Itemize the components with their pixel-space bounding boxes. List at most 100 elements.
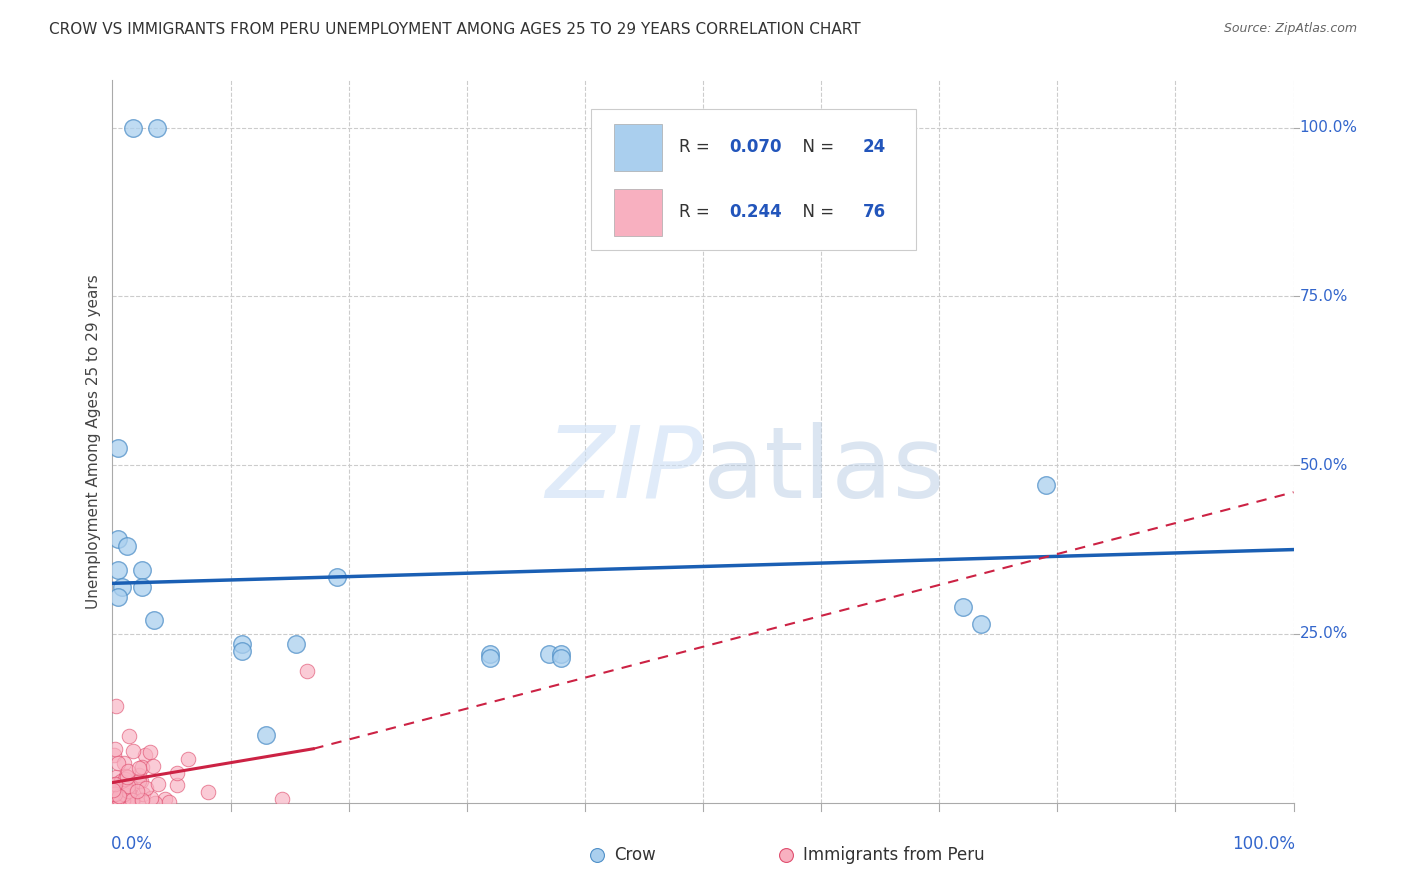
Point [121,744,143,758]
Point [128,761,150,775]
Point [101,783,124,797]
Point [952,599,974,614]
FancyBboxPatch shape [614,124,662,170]
Text: R =: R = [679,138,716,156]
Point [127,796,149,810]
Point [110,782,132,797]
Point [115,782,138,797]
Point [231,637,253,651]
Point [107,563,129,577]
Point [115,793,138,807]
Point [107,442,129,456]
Point [231,644,253,658]
Point [550,650,572,665]
Point [125,783,148,797]
Point [104,777,127,791]
Text: 75.0%: 75.0% [1299,289,1348,304]
FancyBboxPatch shape [591,109,915,250]
Point [115,768,138,782]
Point [538,647,561,661]
Text: CROW VS IMMIGRANTS FROM PERU UNEMPLOYMENT AMONG AGES 25 TO 29 YEARS CORRELATION : CROW VS IMMIGRANTS FROM PERU UNEMPLOYMEN… [49,22,860,37]
Point [104,778,127,792]
Point [117,779,139,793]
Point [105,785,128,799]
Text: 25.0%: 25.0% [1299,626,1348,641]
Point [103,747,125,762]
Point [132,787,155,801]
Point [103,778,125,792]
Point [129,774,152,789]
Text: ZIP: ZIP [544,422,703,519]
Point [110,793,132,807]
Text: Source: ZipAtlas.com: Source: ZipAtlas.com [1223,22,1357,36]
Point [112,787,135,801]
Point [117,794,139,808]
Point [111,779,134,793]
Point [128,767,150,781]
Point [114,772,136,786]
Point [104,742,127,756]
Text: Immigrants from Peru: Immigrants from Peru [803,846,986,863]
Point [108,789,131,803]
Point [197,785,219,799]
Point [105,777,128,791]
Point [271,791,294,805]
Text: N =: N = [792,138,839,156]
Point [103,786,125,800]
Point [117,764,139,779]
Point [103,780,125,794]
Point [117,784,139,798]
Point [121,789,143,803]
Point [142,614,165,628]
Point [131,792,153,806]
Point [254,728,277,742]
Point [284,637,307,651]
Text: atlas: atlas [703,422,945,519]
Text: 0.0%: 0.0% [111,835,153,854]
Point [326,569,349,583]
Point [118,729,141,743]
Point [139,791,162,805]
Point [142,758,165,772]
Point [104,770,127,784]
Point [101,787,124,801]
Point [103,782,125,797]
Text: R =: R = [679,203,716,221]
Point [131,563,153,577]
Point [121,120,143,135]
Text: 0.244: 0.244 [728,203,782,221]
Text: 100.0%: 100.0% [1299,120,1357,135]
Point [121,793,143,807]
Point [131,760,153,774]
Point [112,756,135,771]
Point [177,752,200,766]
Point [112,780,135,795]
Point [107,794,129,808]
Point [128,774,150,789]
Point [114,785,136,799]
Point [111,793,134,807]
Point [969,616,991,631]
Point [107,756,129,770]
Point [166,778,188,792]
Text: 100.0%: 100.0% [1232,835,1295,854]
Point [135,780,157,795]
Point [104,787,127,801]
Y-axis label: Unemployment Among Ages 25 to 29 years: Unemployment Among Ages 25 to 29 years [86,274,101,609]
Point [111,789,134,804]
Point [146,120,169,135]
Point [104,791,127,805]
Point [110,774,132,789]
Point [105,699,128,714]
Point [120,779,142,793]
Point [153,791,176,805]
Point [107,791,129,805]
Point [107,780,129,795]
Point [297,664,319,678]
Point [479,647,502,661]
Point [115,770,138,784]
Point [146,777,169,791]
Point [107,590,129,604]
Point [103,793,125,807]
Point [550,647,572,661]
